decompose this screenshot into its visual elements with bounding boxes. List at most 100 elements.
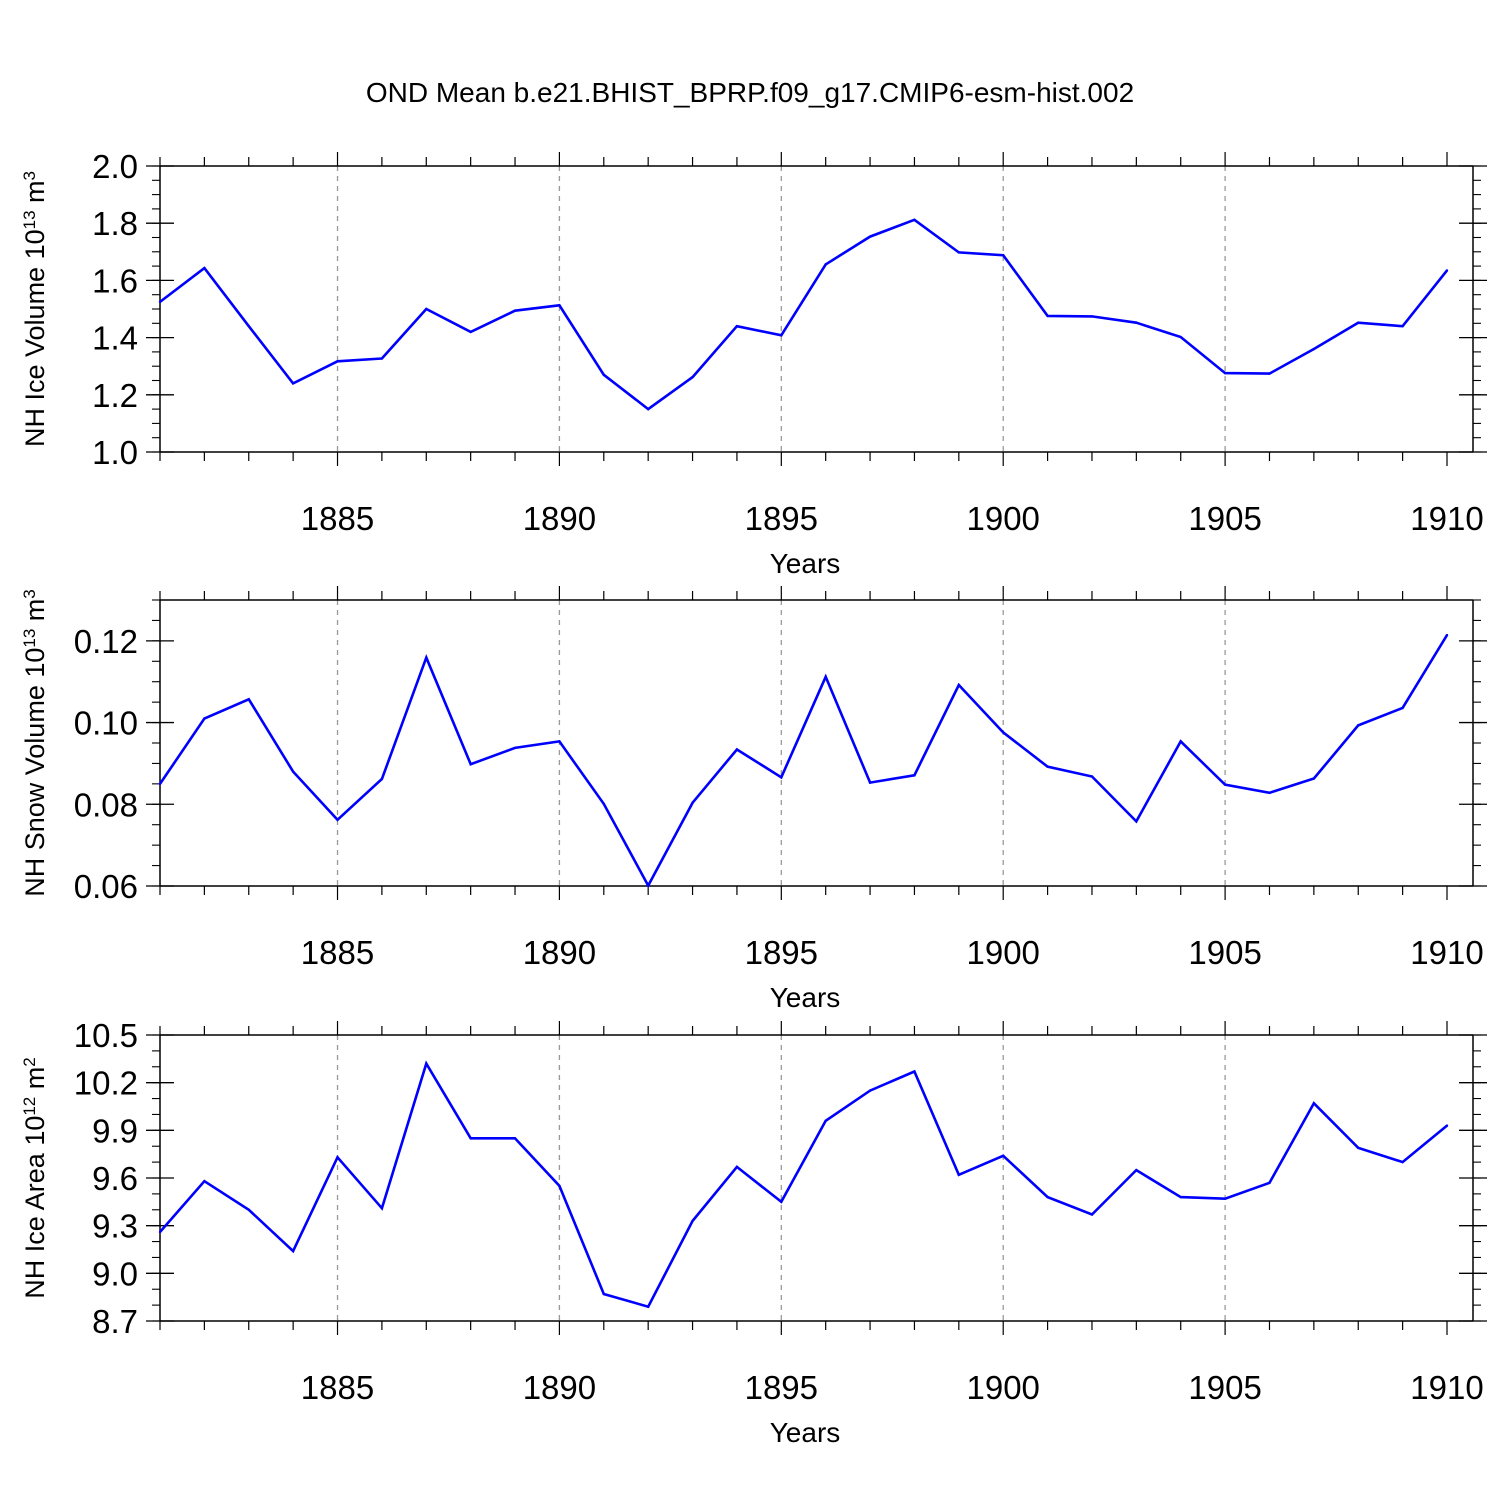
data-point: [1179, 740, 1182, 743]
data-point: [291, 1249, 295, 1253]
data-point: [291, 770, 295, 773]
data-point: [957, 251, 961, 254]
y-axis-label-superscript: 3: [20, 589, 39, 598]
y-tick-label: 1.8: [92, 205, 138, 242]
data-point: [1046, 314, 1049, 318]
data-point: [1046, 1195, 1049, 1199]
data-point: [558, 304, 561, 307]
data-point: [1312, 1102, 1316, 1105]
y-axis-label-text: NH Snow Volume 10: [20, 648, 50, 897]
data-point: [1268, 791, 1271, 795]
y-tick-label: 9.9: [92, 1112, 138, 1149]
data-point: [247, 324, 250, 328]
y-axis-label-superscript: 12: [20, 1097, 39, 1116]
data-point: [1135, 321, 1138, 324]
x-tick-label: 1905: [1188, 500, 1261, 537]
data-point: [247, 1208, 250, 1211]
data-point: [1090, 1213, 1094, 1216]
data-point: [513, 1137, 517, 1140]
y-tick-label: 1.4: [92, 320, 138, 357]
data-point: [1445, 269, 1449, 272]
data-point: [469, 763, 472, 766]
data-point: [336, 818, 339, 822]
data-point: [380, 777, 384, 781]
x-axis-label: Years: [770, 548, 841, 579]
y-tick-label: 1.2: [92, 377, 138, 414]
y-tick-label: 10.5: [74, 1017, 138, 1054]
y-tick-label: 0.08: [74, 786, 138, 823]
y-axis-label-text: NH Ice Volume 10: [20, 229, 50, 447]
data-point: [1223, 1197, 1227, 1200]
data-point: [691, 801, 694, 804]
data-point: [1312, 777, 1316, 780]
data-point: [913, 774, 916, 777]
data-point: [1046, 765, 1049, 768]
data-point: [1002, 1154, 1005, 1157]
data-point: [868, 781, 872, 784]
data-point: [602, 373, 605, 376]
x-tick-label: 1895: [745, 500, 818, 537]
data-point: [558, 740, 561, 743]
x-tick-label: 1885: [301, 1369, 374, 1406]
y-axis-label-superscript: 3: [20, 171, 39, 180]
data-point: [1268, 372, 1271, 375]
data-point: [1401, 1160, 1404, 1164]
data-point: [513, 746, 517, 750]
data-point: [780, 1200, 783, 1204]
data-point: [780, 334, 783, 337]
x-axis-label: Years: [770, 982, 841, 1013]
data-point: [558, 1184, 561, 1188]
y-tick-label: 1.0: [92, 434, 138, 471]
x-tick-label: 1895: [745, 1369, 818, 1406]
data-point: [1223, 371, 1227, 375]
data-point: [425, 656, 428, 659]
data-point: [1357, 1146, 1360, 1150]
x-tick-label: 1905: [1188, 934, 1261, 971]
data-point: [1445, 1124, 1449, 1127]
data-point: [336, 1156, 339, 1159]
chart-panel-3: 8.7 9.0 9.3 9.6 9.9 10.2 10.5 1885 1890 1895 1900 1…: [20, 1017, 1487, 1448]
data-point: [602, 1292, 605, 1296]
data-point: [735, 324, 739, 328]
data-point: [691, 1219, 694, 1223]
data-point: [1223, 783, 1227, 786]
y-tick-label: 9.3: [92, 1208, 138, 1245]
y-axis-label-text: m: [20, 1067, 50, 1097]
data-point: [957, 683, 961, 687]
data-point: [824, 263, 827, 266]
data-point: [1090, 315, 1094, 318]
x-tick-label: 1885: [301, 500, 374, 537]
y-axis-label-text: NH Ice Area 10: [20, 1116, 50, 1299]
series-line: [159, 218, 1449, 411]
x-tick-label: 1900: [966, 1369, 1039, 1406]
x-tick-label: 1910: [1410, 500, 1483, 537]
data-point: [1002, 254, 1005, 257]
y-axis-label-superscript: 13: [20, 210, 39, 229]
data-point: [1135, 820, 1138, 823]
data-point: [1445, 633, 1449, 637]
y-axis-label-text: m: [20, 180, 50, 210]
figure-title: OND Mean b.e21.BHIST_BPRP.f09_g17.CMIP6-…: [366, 77, 1134, 108]
data-point: [913, 218, 916, 221]
data-point: [158, 782, 162, 786]
data-point: [646, 407, 650, 411]
y-tick-label: 8.7: [92, 1303, 138, 1340]
data-point: [513, 309, 517, 312]
data-point: [1268, 1181, 1271, 1184]
y-tick-label: 0.10: [74, 705, 138, 742]
data-point: [824, 1119, 827, 1123]
y-tick-label: 9.6: [92, 1160, 138, 1197]
y-tick-label: 10.2: [74, 1065, 138, 1102]
y-tick-label: 0.12: [74, 623, 138, 660]
data-point: [380, 357, 384, 360]
y-tick-label: 9.0: [92, 1255, 138, 1292]
data-point: [691, 375, 694, 379]
data-point: [380, 1206, 384, 1210]
data-point: [203, 1179, 206, 1183]
data-point: [824, 675, 827, 679]
x-tick-label: 1910: [1410, 934, 1483, 971]
y-axis-label-text: m: [20, 599, 50, 629]
y-axis-label-superscript: 2: [20, 1057, 39, 1066]
data-point: [1179, 1195, 1182, 1199]
y-axis-label: NH Ice Volume 1013 m3: [20, 171, 50, 447]
